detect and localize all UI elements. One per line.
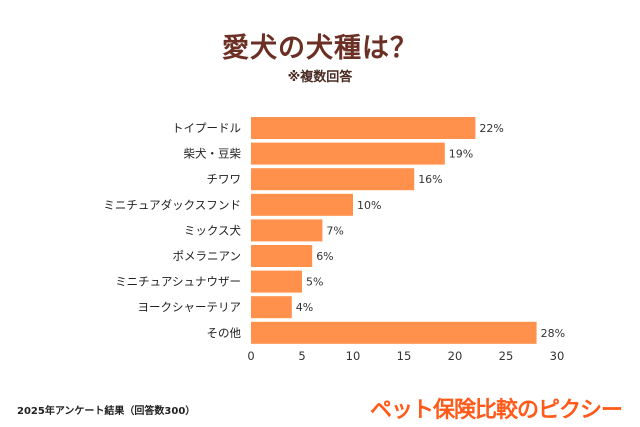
data-label: 10% — [357, 199, 381, 212]
x-tick-label: 0 — [247, 349, 254, 363]
category-label: ミニチュアシュナウザー — [115, 275, 241, 289]
x-tick-label: 15 — [397, 349, 412, 363]
bar — [251, 142, 445, 165]
x-tick-label: 25 — [499, 349, 514, 363]
category-label: ミニチュアダックスフンド — [103, 198, 241, 212]
x-tick-label: 10 — [346, 349, 361, 363]
data-label: 7% — [326, 224, 343, 237]
bar — [251, 193, 353, 216]
category-label: 柴犬・豆柴 — [184, 147, 242, 161]
data-label: 19% — [449, 148, 473, 161]
chart-subtitle: ※複数回答 — [287, 70, 353, 85]
x-tick-label: 30 — [550, 349, 565, 363]
category-label: トイプードル — [172, 121, 241, 135]
bar — [251, 117, 476, 139]
data-label: 16% — [418, 173, 442, 186]
data-label: 22% — [479, 122, 503, 135]
chart-title: 愛犬の犬種は？ — [222, 33, 418, 64]
category-label: ポメラニアン — [172, 249, 241, 263]
x-tick-label: 5 — [298, 349, 305, 363]
category-label: チワワ — [207, 172, 242, 186]
bar — [251, 219, 323, 242]
x-tick-label: 20 — [448, 349, 463, 363]
brand-logo: ペット保険比較のピクシー — [369, 398, 623, 423]
bar — [251, 296, 292, 319]
bar — [251, 270, 302, 293]
survey-note: 2025年アンケート結果（回答数300） — [17, 406, 196, 417]
data-label: 5% — [306, 276, 323, 289]
data-label: 28% — [541, 327, 565, 340]
data-label: 4% — [296, 301, 313, 314]
category-label: その他 — [207, 326, 242, 340]
category-label: ヨークシャーテリア — [138, 300, 242, 314]
bar — [251, 321, 537, 344]
bar — [251, 245, 313, 267]
category-label: ミックス犬 — [184, 223, 242, 237]
bar — [251, 168, 415, 191]
data-label: 6% — [316, 250, 333, 263]
